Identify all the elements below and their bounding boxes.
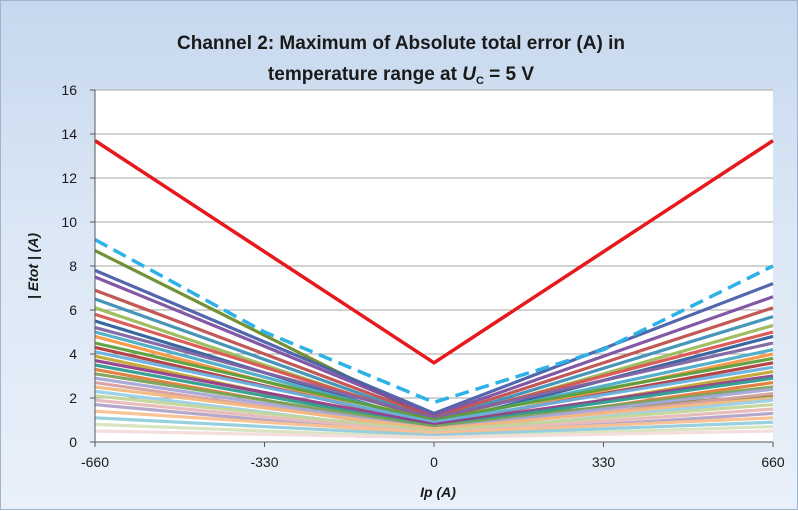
series-line [94, 416, 774, 437]
x-tick-label: 660 [761, 454, 785, 470]
chart-title-variable: U [462, 64, 477, 85]
series-line [94, 341, 774, 422]
y-tick-label: 0 [69, 434, 77, 450]
x-tick-label: 0 [430, 454, 438, 470]
series-line [94, 326, 774, 420]
x-tick-label: -330 [250, 454, 278, 470]
chart-title-line1: Channel 2: Maximum of Absolute total err… [177, 33, 625, 54]
axes [90, 89, 774, 447]
chart-title-line2: temperature range at UC = 5 V [268, 64, 534, 87]
y-tick-label: 10 [61, 214, 77, 230]
y-tick-labels: 0 2 4 6 8 10 12 14 16 [61, 82, 77, 450]
series-line [94, 350, 774, 424]
series-line [94, 275, 774, 418]
envelope-dashed-line [94, 238, 774, 405]
y-tick-label: 14 [61, 126, 77, 142]
series-line [94, 394, 774, 433]
series-line [94, 372, 774, 429]
x-tick-labels: -660 -330 0 330 660 [81, 454, 785, 470]
data-series [94, 139, 774, 440]
y-tick-label: 12 [61, 170, 77, 186]
chart-title-line2-suffix: = 5 V [484, 64, 534, 85]
chart-title-subscript: C [476, 75, 484, 87]
series-line [94, 268, 774, 415]
x-axis-title: Ip (A) [420, 484, 456, 500]
series-line [94, 385, 774, 431]
series-line [94, 359, 774, 426]
series-line [94, 429, 774, 440]
y-tick-label: 2 [69, 390, 77, 406]
y-axis-title: | Etot | (A) [25, 233, 41, 299]
limit-line [94, 139, 774, 365]
chart-title-line2-prefix: temperature range at [268, 64, 462, 85]
x-tick-label: 330 [592, 454, 616, 470]
y-tick-label: 6 [69, 302, 77, 318]
y-tick-label: 8 [69, 258, 77, 274]
series-line [94, 409, 774, 435]
y-tick-label: 16 [61, 82, 77, 98]
x-tick-label: -660 [81, 454, 109, 470]
y-tick-label: 4 [69, 346, 77, 362]
